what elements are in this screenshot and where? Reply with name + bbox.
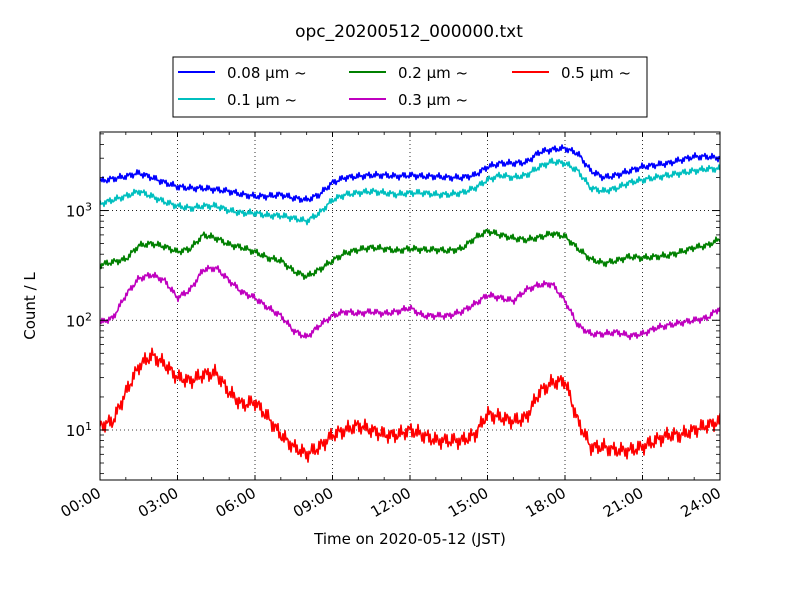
legend-label: 0.08 μm ~ <box>227 64 307 82</box>
series-line <box>100 264 720 341</box>
x-tick-label: 06:00 <box>213 484 259 521</box>
x-axis-label: Time on 2020-05-12 (JST) <box>313 530 506 548</box>
legend: 0.08 μm ~ 0.1 μm ~ 0.2 μm ~ 0.3 μm ~ 0.5 μm … <box>172 56 648 118</box>
x-tick-label: 03:00 <box>135 484 181 521</box>
series-lines <box>100 144 720 463</box>
legend-label: 0.5 μm ~ <box>561 64 631 82</box>
series-line <box>100 157 720 226</box>
x-axis: 00:00 03:00 06:00 09:00 12:00 15:00 18:00 21:00… <box>58 132 724 521</box>
y-tick-label: 103 <box>66 201 92 221</box>
x-tick-label: 00:00 <box>58 484 104 521</box>
series-line <box>100 228 720 281</box>
chart-title: opc_20200512_000000.txt <box>295 22 523 42</box>
legend-box <box>172 56 648 118</box>
x-tick-label: 18:00 <box>523 484 569 521</box>
series-line <box>100 144 720 203</box>
legend-label: 0.1 μm ~ <box>227 91 297 109</box>
grid <box>100 132 720 480</box>
y-axis: 101 102 103 <box>66 133 720 475</box>
y-tick-label: 101 <box>66 420 92 440</box>
x-tick-label: 24:00 <box>678 484 724 521</box>
series-line <box>100 347 720 463</box>
x-tick-label: 21:00 <box>600 484 646 521</box>
x-tick-label: 09:00 <box>290 484 336 521</box>
x-tick-label: 15:00 <box>445 484 491 521</box>
legend-label: 0.2 μm ~ <box>398 64 468 82</box>
legend-label: 0.3 μm ~ <box>398 91 468 109</box>
y-tick-label: 102 <box>66 310 92 330</box>
y-axis-label: Count / L <box>21 272 39 340</box>
x-tick-label: 12:00 <box>368 484 414 521</box>
legend-items: 0.08 μm ~ 0.1 μm ~ 0.2 μm ~ 0.3 μm ~ 0.5 μm … <box>178 64 631 109</box>
